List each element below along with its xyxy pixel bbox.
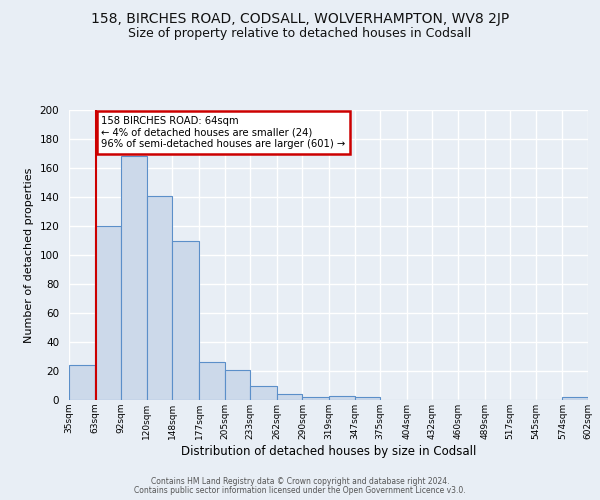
Bar [329,396,355,400]
Y-axis label: Number of detached properties: Number of detached properties [24,168,34,342]
Text: 158 BIRCHES ROAD: 64sqm
← 4% of detached houses are smaller (24)
96% of semi-det: 158 BIRCHES ROAD: 64sqm ← 4% of detached… [101,116,345,149]
Text: Size of property relative to detached houses in Codsall: Size of property relative to detached ho… [128,28,472,40]
Bar [147,196,172,400]
Text: Contains public sector information licensed under the Open Government Licence v3: Contains public sector information licen… [134,486,466,495]
Bar [224,370,250,400]
Bar [250,386,277,400]
Bar [562,397,588,400]
X-axis label: Distribution of detached houses by size in Codsall: Distribution of detached houses by size … [181,444,476,458]
Text: Contains HM Land Registry data © Crown copyright and database right 2024.: Contains HM Land Registry data © Crown c… [151,477,449,486]
Bar [172,240,199,400]
Bar [121,156,147,400]
Bar [277,394,302,400]
Bar [199,362,224,400]
Bar [302,397,329,400]
Bar [355,397,380,400]
Text: 158, BIRCHES ROAD, CODSALL, WOLVERHAMPTON, WV8 2JP: 158, BIRCHES ROAD, CODSALL, WOLVERHAMPTO… [91,12,509,26]
Bar [95,226,121,400]
Bar [69,365,95,400]
